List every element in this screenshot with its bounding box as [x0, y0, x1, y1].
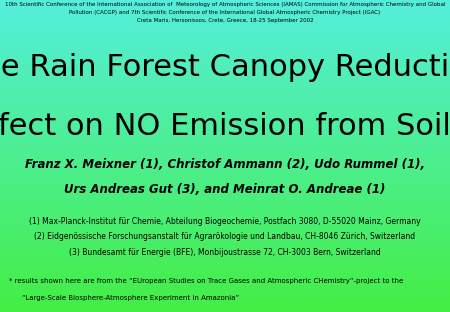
Text: Effect on NO Emission from Soils*: Effect on NO Emission from Soils* [0, 112, 450, 141]
Text: The Rain Forest Canopy Reduction: The Rain Forest Canopy Reduction [0, 53, 450, 82]
Text: * results shown here are from the “EUropean Studies on Trace Gases and Atmospher: * results shown here are from the “EUrop… [9, 278, 403, 284]
Text: (2) Eidgenössische Forschungsanstalt für Agrarökologie und Landbau, CH-8046 Züri: (2) Eidgenössische Forschungsanstalt für… [35, 232, 415, 241]
Text: Pollution (CACGP) and 7th Scientific Conference of the International Global Atmo: Pollution (CACGP) and 7th Scientific Con… [69, 10, 381, 15]
Text: Franz X. Meixner (1), Christof Ammann (2), Udo Rummel (1),: Franz X. Meixner (1), Christof Ammann (2… [25, 158, 425, 171]
Text: Urs Andreas Gut (3), and Meinrat O. Andreae (1): Urs Andreas Gut (3), and Meinrat O. Andr… [64, 183, 386, 196]
Text: “Large-Scale Biosphere-Atmosphere Experiment in Amazonia”: “Large-Scale Biosphere-Atmosphere Experi… [22, 295, 239, 301]
Text: (3) Bundesamt für Energie (BFE), Monbijoustrasse 72, CH-3003 Bern, Switzerland: (3) Bundesamt für Energie (BFE), Monbijo… [69, 248, 381, 257]
Text: Creta Maris, Hersonissos, Crete, Greece, 18-25 September 2002: Creta Maris, Hersonissos, Crete, Greece,… [137, 18, 313, 23]
Text: (1) Max-Planck-Institut für Chemie, Abteilung Biogeochemie, Postfach 3080, D-550: (1) Max-Planck-Institut für Chemie, Abte… [29, 217, 421, 226]
Text: 10th Scientific Conference of the International Association of  Meteorology of A: 10th Scientific Conference of the Intern… [5, 2, 445, 7]
